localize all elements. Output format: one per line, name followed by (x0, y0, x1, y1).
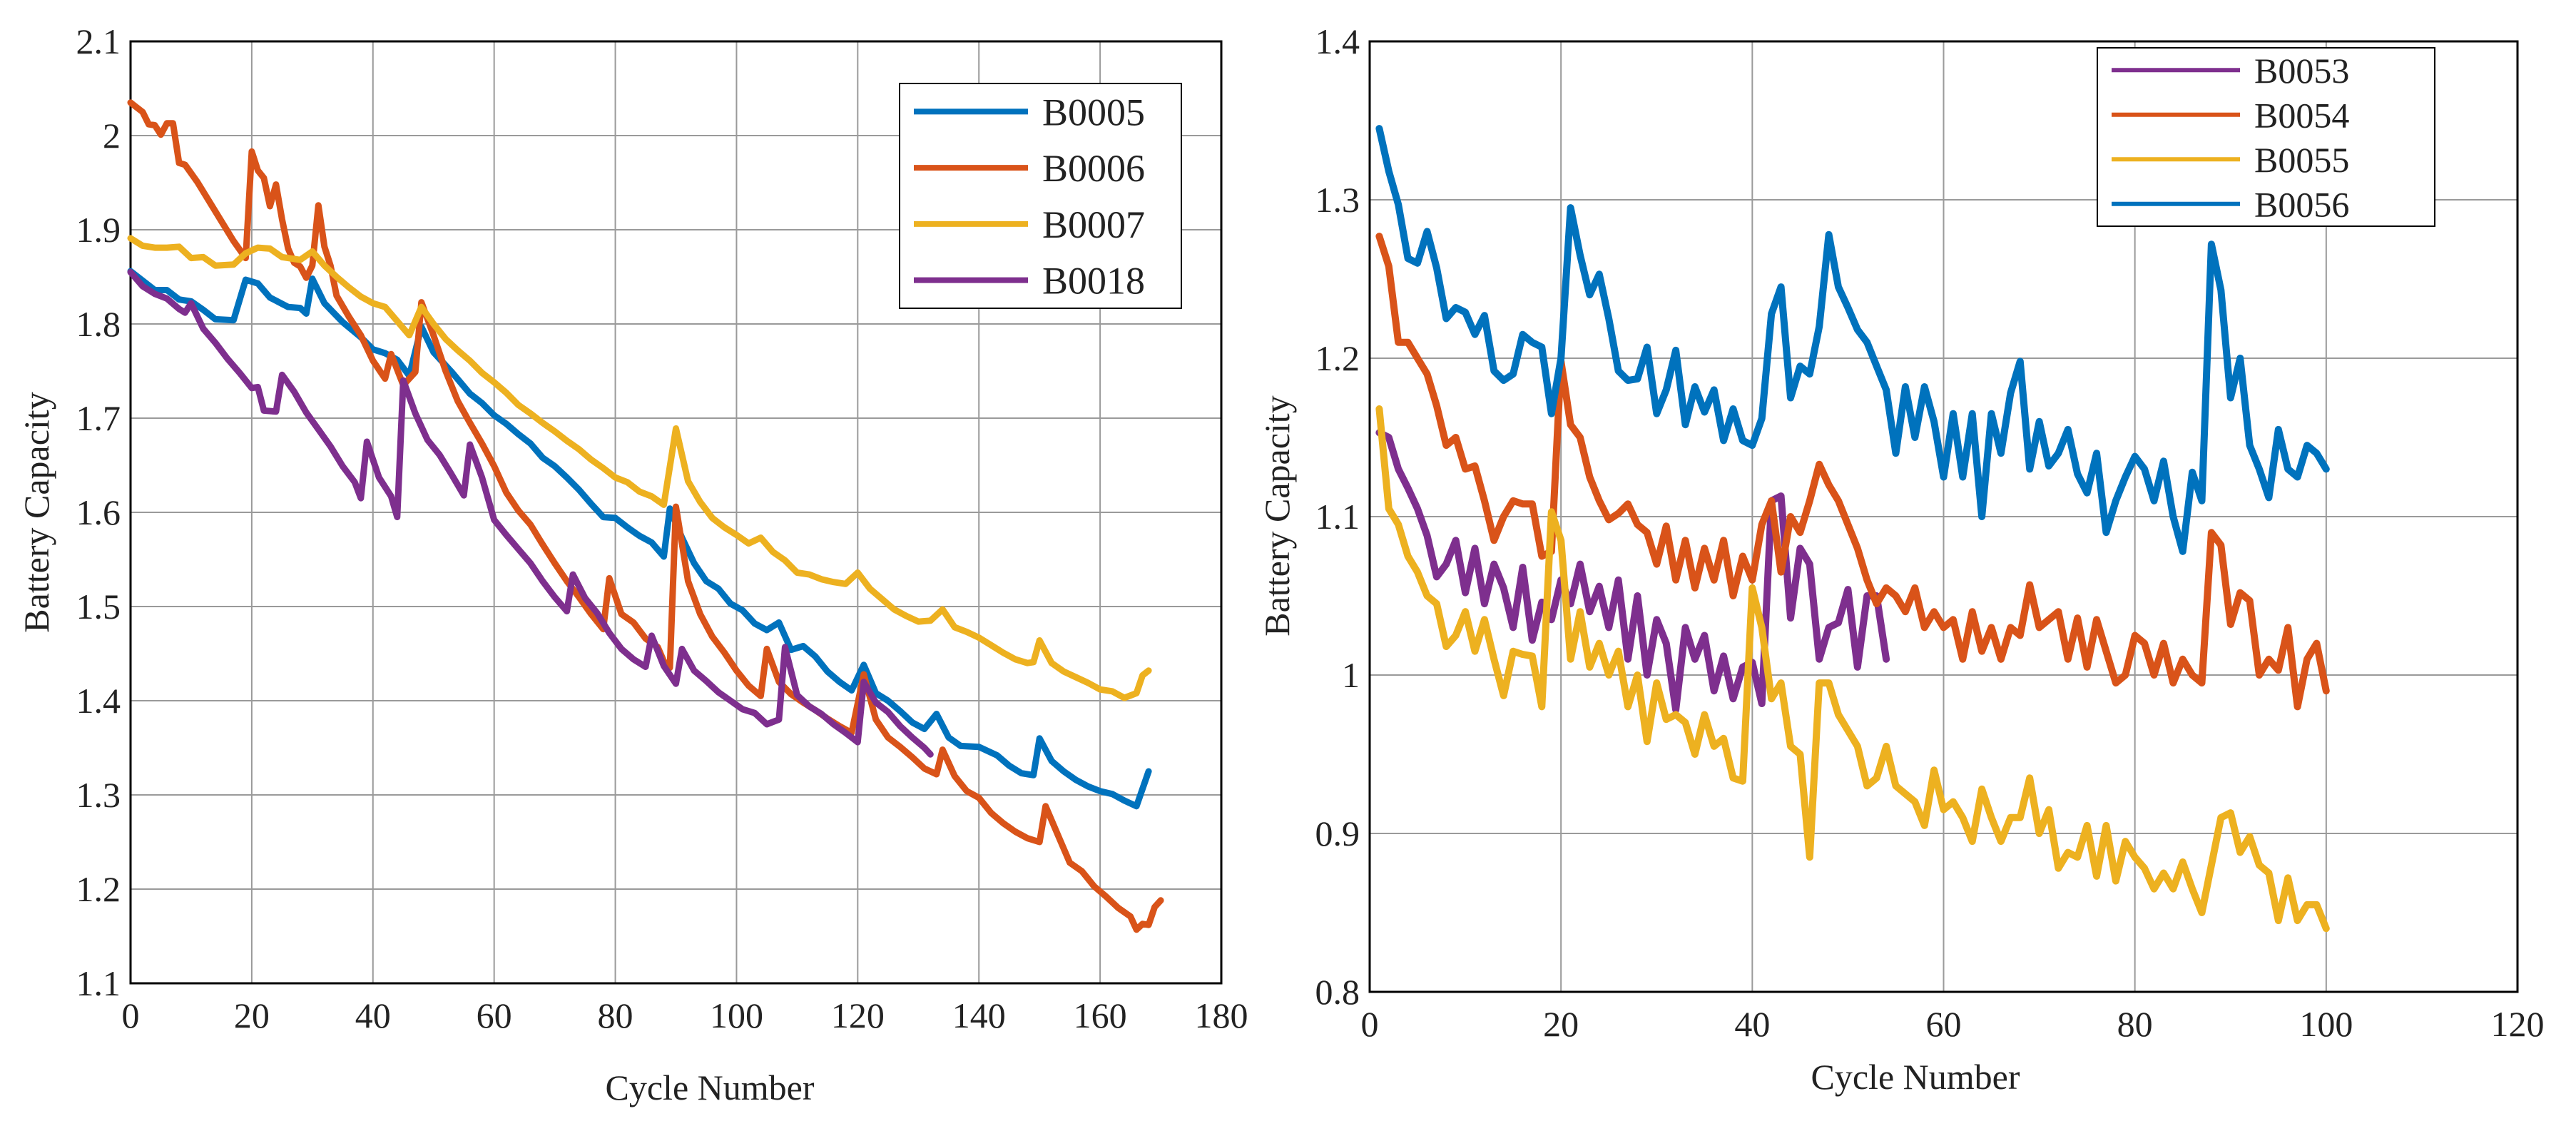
y-tick-label: 2 (103, 116, 121, 156)
series-line-b0007 (127, 235, 1152, 701)
legend-label-b0053: B0053 (2254, 51, 2349, 91)
y-tick-label: 1.8 (76, 304, 121, 344)
y-tick-label: 1.3 (76, 775, 121, 815)
right-x-axis-label: Cycle Number (1811, 1057, 2020, 1097)
x-tick-label: 0 (122, 995, 140, 1035)
left-x-axis-label: Cycle Number (606, 1067, 815, 1107)
x-tick-label: 20 (234, 995, 270, 1035)
series-line-b0005 (127, 268, 1152, 810)
plot-frame (129, 40, 1223, 985)
x-tick-label: 60 (477, 995, 512, 1035)
x-tick-label: 140 (952, 995, 1006, 1035)
y-tick-label: 2.1 (76, 21, 121, 61)
y-tick-label: 1.4 (76, 681, 121, 721)
right-y-axis-label: Battery Capacity (1257, 395, 1297, 636)
legend-box (2097, 47, 2435, 227)
y-tick-label: 1.4 (1315, 21, 1360, 61)
y-tick-label: 1.1 (1315, 497, 1360, 537)
y-tick-label: 1.7 (76, 398, 121, 438)
x-tick-label: 160 (1074, 995, 1127, 1035)
x-tick-label: 60 (1926, 1004, 1962, 1044)
plot-frame (1368, 40, 2519, 993)
y-tick-label: 1 (1342, 655, 1360, 695)
y-tick-label: 1.1 (76, 963, 121, 1003)
y-tick-label: 1.5 (76, 587, 121, 627)
left-y-axis-label: Battery Capacity (16, 392, 56, 632)
x-tick-label: 20 (1543, 1004, 1579, 1044)
legend-label-b0005: B0005 (1042, 91, 1145, 133)
legend-label-b0006: B0006 (1042, 147, 1145, 190)
y-tick-label: 1.6 (76, 492, 121, 532)
series-line-b0053 (1375, 429, 1890, 714)
legend-label-b0018: B0018 (1042, 260, 1145, 303)
series-line-b0056 (1375, 125, 2330, 555)
series-line-b0018 (127, 268, 934, 758)
legend-label-b0056: B0056 (2254, 184, 2349, 224)
x-tick-label: 40 (355, 995, 391, 1035)
x-tick-label: 120 (2491, 1004, 2545, 1044)
series-line-b0055 (1375, 405, 2330, 933)
legend-label-b0007: B0007 (1042, 203, 1145, 246)
x-tick-label: 100 (2299, 1004, 2353, 1044)
x-tick-label: 0 (1361, 1004, 1379, 1044)
y-tick-label: 0.9 (1315, 813, 1360, 853)
x-tick-label: 80 (598, 995, 633, 1035)
x-tick-label: 80 (2117, 1004, 2153, 1044)
left-capacity-chart: Cycle Number Battery Capacity 0 20 40 60 80 1… (16, 21, 1248, 1107)
y-tick-label: 1.2 (1315, 338, 1360, 378)
legend-label-b0055: B0055 (2254, 140, 2349, 180)
x-tick-label: 120 (831, 995, 885, 1035)
y-tick-label: 1.2 (76, 869, 121, 909)
x-tick-label: 180 (1195, 995, 1248, 1035)
x-tick-label: 100 (710, 995, 763, 1035)
legend-label-b0054: B0054 (2254, 95, 2349, 135)
right-capacity-chart: Cycle Number Battery Capacity 0 20 40 60 80 1… (1257, 21, 2545, 1097)
series-line-b0054 (1375, 233, 2330, 711)
y-tick-label: 1.3 (1315, 180, 1360, 220)
y-tick-label: 0.8 (1315, 972, 1360, 1012)
x-tick-label: 40 (1734, 1004, 1770, 1044)
legend-box (899, 83, 1182, 309)
y-tick-label: 1.9 (76, 210, 121, 250)
